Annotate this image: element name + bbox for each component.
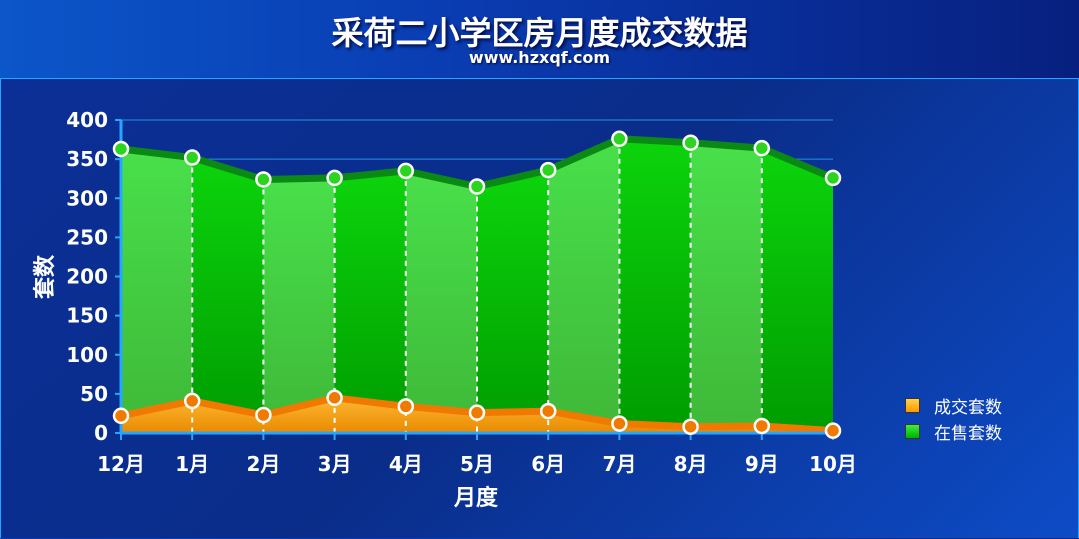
y-tick-label: 200 bbox=[66, 265, 108, 289]
legend-item-deals: 成交套数 bbox=[905, 392, 1002, 418]
listing-area-band bbox=[192, 157, 264, 433]
deal-point bbox=[682, 418, 699, 435]
deal-point bbox=[753, 417, 771, 435]
listing-point bbox=[753, 139, 771, 157]
y-tick-label: 400 bbox=[66, 108, 108, 132]
legend: 成交套数 在售套数 bbox=[905, 392, 1002, 444]
listing-point bbox=[468, 178, 486, 195]
x-tick-label: 8月 bbox=[674, 452, 708, 476]
x-tick-label: 4月 bbox=[389, 452, 423, 476]
y-tick-label: 50 bbox=[80, 382, 108, 406]
deal-point bbox=[397, 398, 415, 415]
x-tick-label: 3月 bbox=[318, 452, 352, 476]
deal-point bbox=[326, 389, 343, 407]
listing-point bbox=[183, 149, 201, 166]
legend-swatch-listings bbox=[905, 423, 920, 439]
x-tick-label: 7月 bbox=[602, 452, 636, 476]
listing-area-band bbox=[690, 142, 762, 433]
x-tick-label: 6月 bbox=[531, 452, 565, 476]
deal-point bbox=[824, 422, 842, 439]
listing-point bbox=[255, 171, 272, 188]
y-tick-label: 100 bbox=[66, 343, 108, 367]
x-axis-label: 月度 bbox=[453, 485, 499, 511]
legend-label-listings: 在售套数 bbox=[934, 423, 1002, 444]
y-tick-label: 250 bbox=[66, 225, 108, 249]
y-tick-label: 350 bbox=[66, 147, 108, 171]
legend-swatch-deals bbox=[905, 397, 920, 413]
deal-point bbox=[112, 407, 130, 425]
listing-area-band bbox=[548, 138, 620, 433]
chart-subtitle: www.hzxqf.com bbox=[468, 48, 611, 67]
listing-area-band bbox=[405, 170, 477, 434]
y-tick-label: 150 bbox=[66, 304, 108, 328]
deal-point bbox=[255, 406, 272, 424]
listing-point bbox=[397, 162, 415, 180]
listing-area-band bbox=[121, 148, 193, 433]
y-tick-label: 300 bbox=[66, 186, 108, 210]
title-band bbox=[0, 0, 1079, 78]
listing-point bbox=[824, 169, 842, 187]
listing-area-band bbox=[263, 177, 335, 433]
x-tick-label: 9月 bbox=[745, 452, 779, 476]
listing-area-band bbox=[477, 170, 549, 433]
deal-point bbox=[611, 415, 628, 432]
y-tick-label: 0 bbox=[94, 421, 108, 445]
listing-area-band bbox=[761, 148, 833, 434]
x-tick-label: 12月 bbox=[97, 452, 145, 476]
listing-point bbox=[112, 140, 130, 158]
legend-label-deals: 成交套数 bbox=[934, 397, 1002, 418]
x-tick-label: 5月 bbox=[460, 452, 494, 476]
chart-title: 采荷二小学区房月度成交数据 bbox=[331, 14, 748, 52]
listing-point bbox=[611, 130, 628, 148]
listing-area-band bbox=[334, 170, 406, 434]
x-tick-label: 10月 bbox=[809, 452, 857, 476]
listing-point bbox=[539, 161, 557, 179]
listing-area-band bbox=[619, 138, 691, 433]
legend-item-listings: 在售套数 bbox=[905, 418, 1002, 444]
deal-point bbox=[468, 404, 486, 421]
listing-point bbox=[682, 134, 699, 151]
x-tick-label: 2月 bbox=[246, 452, 280, 476]
deal-point bbox=[539, 402, 557, 420]
deal-point bbox=[183, 392, 201, 410]
y-axis-label: 套数 bbox=[32, 254, 58, 299]
listing-point bbox=[326, 169, 343, 187]
x-tick-label: 1月 bbox=[175, 452, 209, 476]
